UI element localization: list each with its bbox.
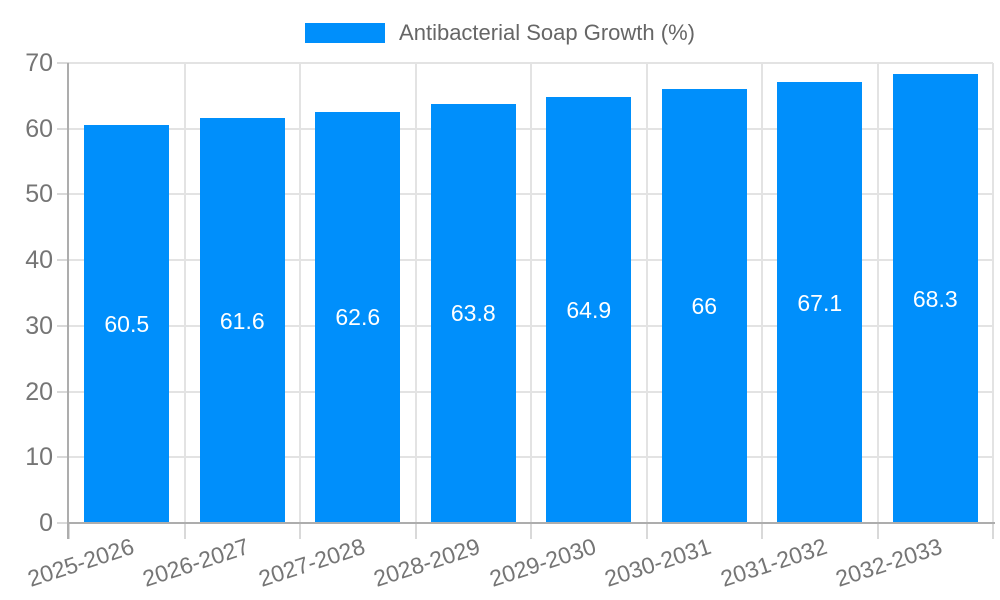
y-axis-tick: [57, 456, 69, 459]
y-axis-tick-label: 20: [25, 377, 53, 406]
bar[interactable]: [661, 89, 747, 523]
y-axis-tick-label: 70: [25, 49, 53, 77]
gridline-vertical: [414, 63, 417, 523]
x-axis-tick: [183, 523, 186, 539]
x-axis-tick: [414, 523, 417, 539]
legend-swatch-icon: [305, 23, 386, 43]
y-axis-tick: [57, 62, 69, 64]
bar[interactable]: [84, 125, 170, 523]
y-axis-tick: [57, 390, 69, 393]
bar[interactable]: [430, 103, 516, 523]
gridline-vertical: [530, 63, 532, 523]
legend-item[interactable]: Antibacterial Soap Growth (%): [0, 20, 1000, 45]
y-axis-tick-label: 0: [39, 509, 53, 537]
bar[interactable]: [546, 96, 632, 523]
y-axis-tick-label: 50: [25, 180, 53, 209]
y-axis-line: [67, 63, 69, 539]
x-axis-tick: [645, 523, 648, 539]
y-axis-tick-label: 10: [25, 443, 53, 472]
x-axis-tick: [992, 523, 994, 539]
gridline-vertical: [992, 63, 994, 523]
bar[interactable]: [315, 111, 401, 523]
x-axis-tick: [761, 523, 763, 539]
y-axis-tick: [57, 324, 69, 327]
x-axis-tick: [530, 523, 532, 539]
y-axis-tick-label: 30: [25, 311, 53, 340]
y-axis-tick: [57, 193, 69, 196]
gridline-vertical: [876, 63, 879, 523]
y-axis-tick: [57, 259, 69, 262]
y-axis-tick: [57, 127, 69, 130]
bar[interactable]: [777, 82, 863, 523]
x-axis-tick: [876, 523, 879, 539]
y-axis-tick-label: 40: [25, 246, 53, 275]
gridline-vertical: [761, 63, 763, 523]
x-axis-tick: [68, 523, 70, 539]
bar[interactable]: [892, 74, 978, 523]
legend-label: Antibacterial Soap Growth (%): [399, 20, 695, 45]
gridline-vertical: [299, 63, 301, 523]
bar[interactable]: [199, 118, 285, 523]
y-axis-tick: [57, 522, 69, 524]
x-axis-line: [69, 522, 995, 524]
y-axis-tick-label: 60: [25, 114, 53, 143]
gridline-vertical: [645, 63, 648, 523]
gridline-vertical: [183, 63, 186, 523]
x-axis-tick: [299, 523, 301, 539]
